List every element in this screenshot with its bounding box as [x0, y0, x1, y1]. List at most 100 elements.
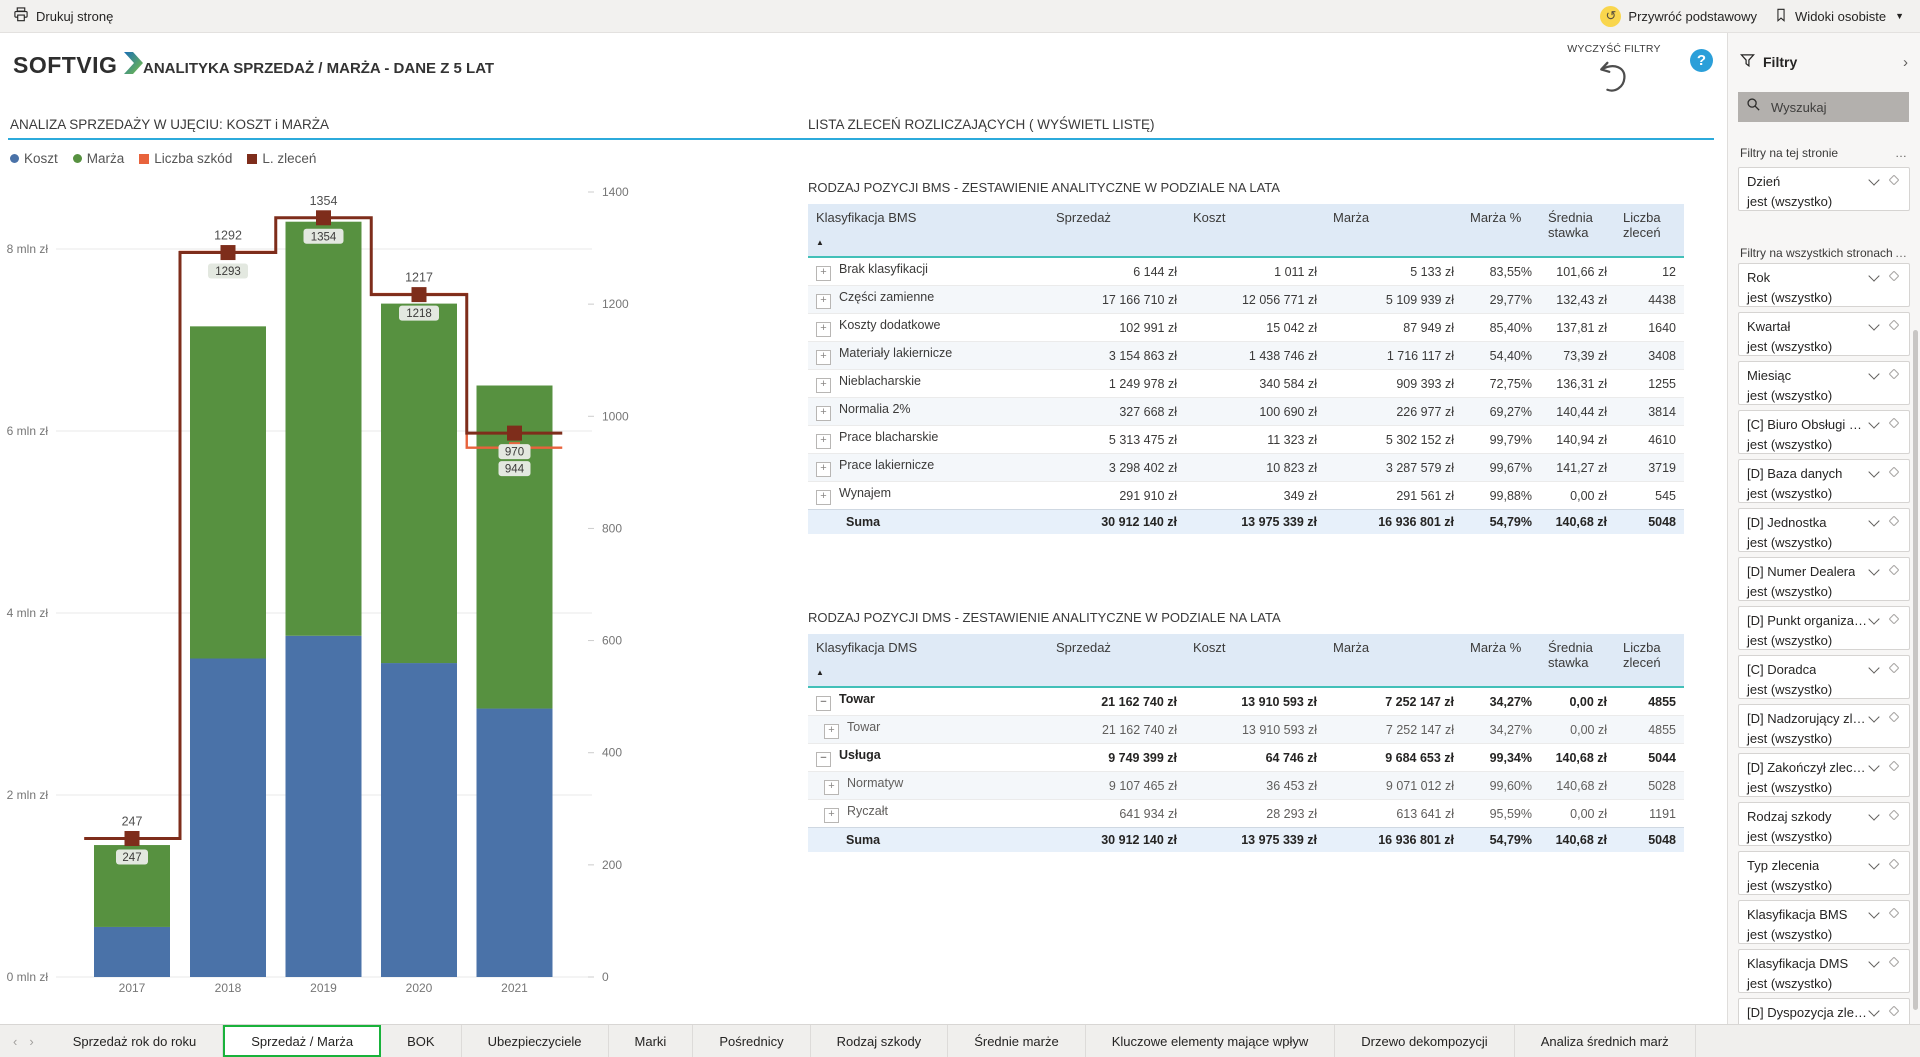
bar-marza-2018[interactable] [190, 326, 266, 659]
collapse-row-icon[interactable]: − [816, 752, 831, 767]
eraser-icon[interactable] [1887, 1004, 1901, 1021]
table-row[interactable]: + Wynajem 291 910 zł 349 zł 291 561 zł 99,88%… [808, 481, 1684, 510]
eraser-icon[interactable] [1887, 269, 1901, 286]
legend-item-mar-a[interactable]: Marża [72, 151, 124, 166]
page-tab-pośrednicy[interactable]: Pośrednicy [693, 1025, 811, 1057]
personal-views-button[interactable]: Widoki osobiste ▼ [1774, 7, 1904, 26]
page-tab-ubezpieczyciele[interactable]: Ubezpieczyciele [462, 1025, 609, 1057]
panel-scrollbar[interactable] [1913, 330, 1918, 1010]
expand-row-icon[interactable]: + [816, 266, 831, 281]
eraser-icon[interactable] [1887, 514, 1901, 531]
chevron-down-icon[interactable] [1868, 416, 1880, 429]
filter-card[interactable]: Klasyfikacja DMS jest (wszystko) [1738, 949, 1910, 993]
table-row[interactable]: + Normatyw 9 107 465 zł 36 453 zł 9 071 012 … [808, 771, 1684, 800]
collapse-row-icon[interactable]: − [816, 696, 831, 711]
chevron-down-icon[interactable] [1868, 173, 1880, 186]
table-row[interactable]: + Prace lakiernicze 3 298 402 zł 10 823 zł 3… [808, 453, 1684, 482]
sort-ascending-icon[interactable]: ▲ [816, 668, 824, 677]
expand-row-icon[interactable]: + [816, 462, 831, 477]
page-tab-sprzedaż-marża[interactable]: Sprzedaż / Marża [223, 1025, 382, 1057]
column-header[interactable]: Marża [1325, 204, 1462, 258]
legend-item-koszt[interactable]: Koszt [10, 151, 58, 166]
table-row[interactable]: + Materiały lakiernicze 3 154 863 zł 1 438 … [808, 341, 1684, 370]
eraser-icon[interactable] [1887, 173, 1901, 190]
column-header[interactable]: Marża % [1462, 204, 1540, 258]
column-header[interactable]: Marża % [1462, 634, 1540, 688]
chevron-down-icon[interactable] [1868, 710, 1880, 723]
marker-l-zlece--2017[interactable] [124, 831, 140, 847]
chevron-down-icon[interactable] [1868, 808, 1880, 821]
eraser-icon[interactable] [1887, 857, 1901, 874]
marker-l-zlece--2020[interactable] [411, 287, 427, 303]
eraser-icon[interactable] [1887, 416, 1901, 433]
eraser-icon[interactable] [1887, 808, 1901, 825]
prev-page-arrow[interactable]: ‹ [13, 1033, 18, 1049]
filter-card[interactable]: Rok jest (wszystko) [1738, 263, 1910, 307]
eraser-icon[interactable] [1887, 318, 1901, 335]
table-row[interactable]: + Koszty dodatkowe 102 991 zł 15 042 zł 87 9… [808, 313, 1684, 342]
filter-card[interactable]: [C] Biuro Obsługi Klie... jest (wszystko) [1738, 410, 1910, 454]
chevron-down-icon[interactable] [1868, 955, 1880, 968]
next-page-arrow[interactable]: › [29, 1033, 34, 1049]
filter-card[interactable]: Kwartał jest (wszystko) [1738, 312, 1910, 356]
eraser-icon[interactable] [1887, 367, 1901, 384]
filter-card[interactable]: Miesiąc jest (wszystko) [1738, 361, 1910, 405]
bar-marza-2020[interactable] [381, 303, 457, 664]
bar-koszt-2021[interactable] [476, 708, 553, 977]
restore-default-button[interactable]: ↺ Przywróć podstawowy [1600, 5, 1757, 27]
column-header[interactable]: Średnia stawka [1540, 204, 1615, 258]
page-tab-analiza-średnich-marż[interactable]: Analiza średnich marż [1515, 1025, 1696, 1057]
chevron-down-icon[interactable] [1868, 269, 1880, 282]
column-header[interactable]: Sprzedaż [1048, 634, 1185, 688]
table-row[interactable]: + Ryczałt 641 934 zł 28 293 zł 613 641 zł 95,… [808, 799, 1684, 828]
chevron-down-icon[interactable] [1868, 514, 1880, 527]
column-header[interactable]: Liczba zleceń [1615, 634, 1684, 688]
chevron-down-icon[interactable] [1868, 612, 1880, 625]
page-tab-kluczowe-elementy-mające-wpływ[interactable]: Kluczowe elementy mające wpływ [1086, 1025, 1336, 1057]
page-tab-marki[interactable]: Marki [609, 1025, 694, 1057]
eraser-icon[interactable] [1887, 661, 1901, 678]
filter-card[interactable]: Rodzaj szkody jest (wszystko) [1738, 802, 1910, 846]
chevron-down-icon[interactable] [1868, 759, 1880, 772]
eraser-icon[interactable] [1887, 759, 1901, 776]
expand-row-icon[interactable]: + [816, 406, 831, 421]
expand-row-icon[interactable]: + [824, 808, 839, 823]
filter-card[interactable]: [D] Baza danych jest (wszystko) [1738, 459, 1910, 503]
table-row[interactable]: + Nieblacharskie 1 249 978 zł 340 584 zł 909… [808, 369, 1684, 398]
bar-koszt-2018[interactable] [190, 658, 266, 978]
eraser-icon[interactable] [1887, 563, 1901, 580]
column-header[interactable]: Liczba zleceń [1615, 204, 1684, 258]
chevron-down-icon[interactable] [1868, 1004, 1880, 1017]
eraser-icon[interactable] [1887, 710, 1901, 727]
expand-row-icon[interactable]: + [816, 294, 831, 309]
chevron-down-icon[interactable] [1868, 367, 1880, 380]
column-header[interactable]: Klasyfikacja BMS ▲ [808, 204, 1048, 258]
table-row[interactable]: + Towar 21 162 740 zł 13 910 593 zł 7 252 14… [808, 715, 1684, 744]
orders-list-title[interactable]: LISTA ZLECEŃ ROZLICZAJĄCYCH ( WYŚWIETL L… [808, 117, 1155, 132]
filter-card[interactable]: Dzień jest (wszystko) [1738, 167, 1910, 211]
filter-card[interactable]: [D] Jednostka jest (wszystko) [1738, 508, 1910, 552]
page-tab-drzewo-dekompozycji[interactable]: Drzewo dekompozycji [1335, 1025, 1515, 1057]
more-options-icon[interactable]: … [1895, 146, 1908, 160]
eraser-icon[interactable] [1887, 906, 1901, 923]
filter-card[interactable]: [D] Numer Dealera jest (wszystko) [1738, 557, 1910, 601]
filter-card[interactable]: [D] Nadzorujący zlece... jest (wszystko) [1738, 704, 1910, 748]
eraser-icon[interactable] [1887, 955, 1901, 972]
marker-l-zlece--2021[interactable] [507, 425, 522, 441]
filter-card[interactable]: Typ zlecenia jest (wszystko) [1738, 851, 1910, 895]
marker-l-zlece--2019[interactable] [316, 210, 331, 226]
expand-row-icon[interactable]: + [816, 350, 831, 365]
table-row[interactable]: + Brak klasyfikacji 6 144 zł 1 011 zł 5 133 … [808, 256, 1684, 286]
table-row[interactable]: + Części zamienne 17 166 710 zł 12 056 771 … [808, 285, 1684, 314]
sort-ascending-icon[interactable]: ▲ [816, 238, 824, 247]
bar-koszt-2017[interactable] [94, 926, 170, 977]
legend-item-liczba-szk-d[interactable]: Liczba szkód [139, 151, 232, 166]
bar-marza-2019[interactable] [285, 221, 362, 636]
chevron-down-icon[interactable] [1868, 661, 1880, 674]
page-tab-średnie-marże[interactable]: Średnie marże [948, 1025, 1086, 1057]
expand-row-icon[interactable]: + [816, 322, 831, 337]
table-row[interactable]: + Normalia 2% 327 668 zł 100 690 zł 226 977 … [808, 397, 1684, 426]
table-row[interactable]: + Prace blacharskie 5 313 475 zł 11 323 zł 5… [808, 425, 1684, 454]
page-tab-bok[interactable]: BOK [381, 1025, 462, 1057]
expand-row-icon[interactable]: + [816, 490, 831, 505]
